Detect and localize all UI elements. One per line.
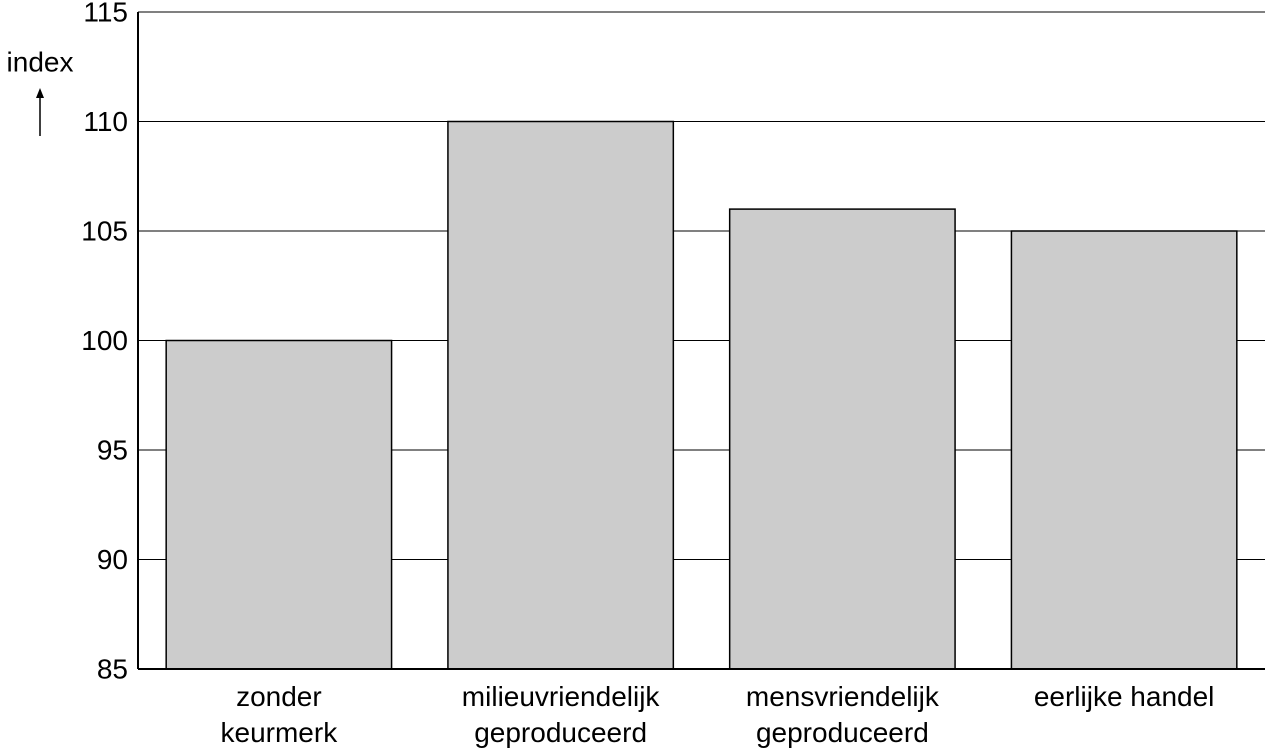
x-tick-label: mensvriendelijk geproduceerd bbox=[745, 681, 939, 748]
bar bbox=[447, 120, 675, 670]
y-tick-label: 90 bbox=[97, 544, 128, 575]
y-tick-label: 115 bbox=[83, 0, 128, 27]
x-tick-label: milieuvriendelijk geproduceerd bbox=[461, 681, 660, 748]
y-tick-label: 95 bbox=[97, 434, 128, 465]
bar bbox=[1010, 230, 1238, 670]
x-tick-label: eerlijke handel bbox=[1033, 681, 1215, 712]
x-tick-label: zonder keurmerk bbox=[220, 681, 338, 748]
bar bbox=[165, 339, 393, 670]
y-tick-label: 85 bbox=[97, 653, 128, 684]
y-tick-label: 100 bbox=[81, 325, 128, 356]
y-tick-label: 110 bbox=[83, 106, 128, 137]
y-axis-label: index bbox=[7, 46, 74, 77]
bar bbox=[728, 208, 956, 670]
y-axis-arrowhead bbox=[36, 88, 44, 98]
y-tick-label: 105 bbox=[81, 215, 128, 246]
